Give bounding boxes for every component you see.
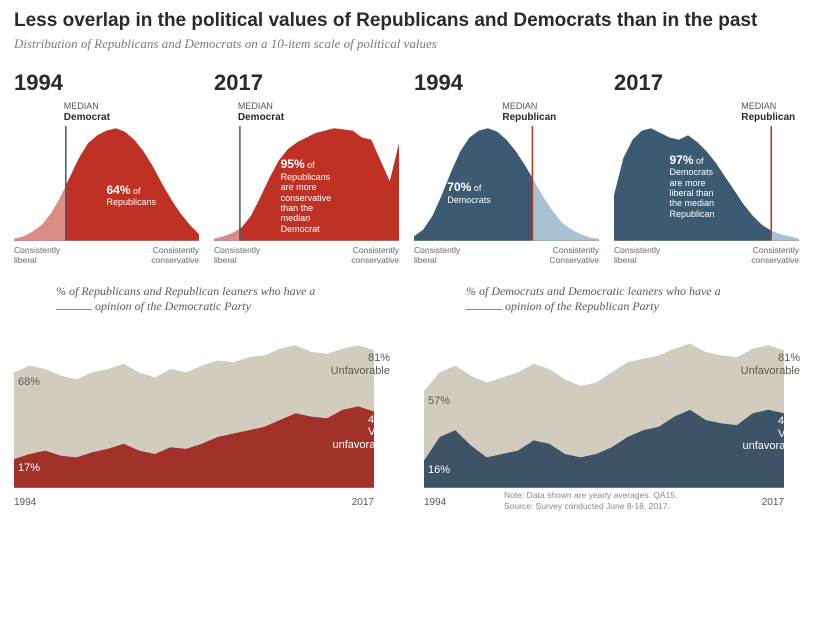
area-panel-dem: % of Democrats and Democratic leaners wh… [424,284,804,508]
dist-year: 2017 [614,70,806,96]
area-start-bot-right: 16% [428,464,450,477]
area-svg-wrap-right: 57% 81%Unfavorable 16% 44%Veryunfavorabl… [424,318,804,493]
dist-panel-rep-2017: 2017 MEDIANDemocrat 95% ofRepublicansare… [214,70,406,270]
area-end-bot-left: 45%Veryunfavorable [333,414,391,452]
dist-svg [414,126,599,241]
dist-axis: Consistentlyliberal Consistentlyconserva… [214,245,399,265]
dist-year: 1994 [414,70,606,96]
dist-panel-dem-2017: 2017 MEDIANRepublican 97% ofDemocratsare… [614,70,806,270]
median-label: MEDIANDemocrat [64,102,110,123]
area-start-top-right: 57% [428,395,450,408]
dist-year: 1994 [14,70,206,96]
dist-panel-rep-1994: 1994 MEDIANDemocrat 64% ofRepublicans Co… [14,70,206,270]
dist-pct-label: 70% ofDemocrats [447,181,491,205]
median-label: MEDIANRepublican [741,102,795,123]
area-start-bot-left: 17% [18,462,40,475]
area-end-top-left: 81%Unfavorable [331,352,390,377]
distribution-row: 1994 MEDIANDemocrat 64% ofRepublicans Co… [14,70,806,270]
area-svg-left [14,318,374,488]
area-start-top-left: 68% [18,376,40,389]
median-label: MEDIANDemocrat [238,102,284,123]
area-end-bot-right: 44%Veryunfavorable [743,415,801,453]
area-svg-right [424,318,784,488]
median-label: MEDIANRepublican [502,102,556,123]
dist-pct-label: 97% ofDemocratsare moreliberal thanthe m… [670,154,715,220]
dist-year: 2017 [214,70,406,96]
area-panel-rep: % of Republicans and Republican leaners … [14,284,394,508]
area-row: % of Republicans and Republican leaners … [14,284,806,508]
dist-axis: Consistentlyliberal ConsistentlyConserva… [414,245,599,265]
dist-pct-label: 95% ofRepublicansare moreconservativetha… [281,158,332,234]
area-end-top-right: 81%Unfavorable [741,352,800,377]
area-xaxis-left: 19942017 [14,497,374,508]
dist-axis: Consistentlyliberal Consistentlyconserva… [14,245,199,265]
footnote: Note: Data shown are yearly averages. QA… [504,490,677,512]
dist-axis: Consistentlyliberal Consistentlyconserva… [614,245,799,265]
area-svg-wrap-left: 68% 81%Unfavorable 17% 45%Veryunfavorabl… [14,318,394,493]
chart-title: Less overlap in the political values of … [14,10,806,32]
area-title-left: % of Republicans and Republican leaners … [14,284,394,314]
dist-pct-label: 64% ofRepublicans [107,184,157,208]
area-title-right: % of Democrats and Democratic leaners wh… [424,284,804,314]
dist-panel-dem-1994: 1994 MEDIANRepublican 70% ofDemocrats Co… [414,70,606,270]
chart-subtitle: Distribution of Republicans and Democrat… [14,36,806,52]
